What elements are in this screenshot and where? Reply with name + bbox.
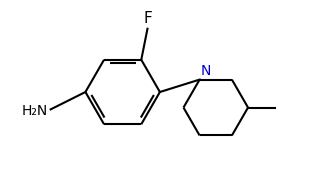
Text: F: F <box>143 11 152 26</box>
Text: N: N <box>201 64 211 78</box>
Text: H₂N: H₂N <box>22 104 48 118</box>
